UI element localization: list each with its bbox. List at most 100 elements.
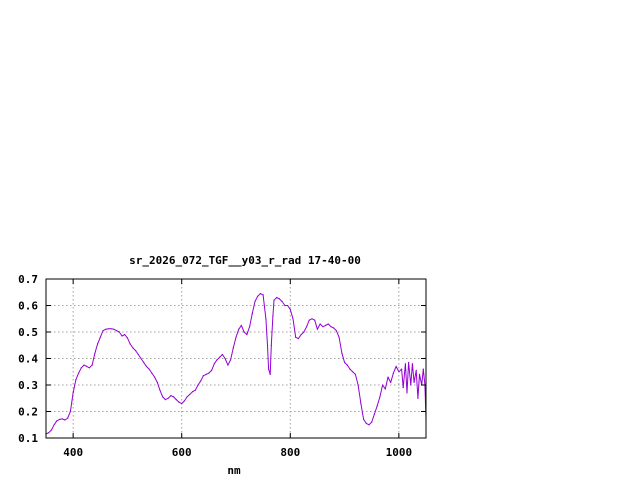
data-point bbox=[401, 368, 403, 370]
y-tick-labels: 0.1 0.2 0.3 0.4 0.5 0.6 0.7 bbox=[18, 273, 38, 445]
data-point bbox=[140, 357, 142, 360]
data-point bbox=[262, 294, 264, 296]
data-point bbox=[118, 331, 120, 333]
data-point bbox=[227, 364, 229, 366]
data-point bbox=[192, 391, 194, 393]
data-point bbox=[116, 330, 118, 332]
data-point bbox=[413, 381, 415, 383]
data-point bbox=[352, 371, 354, 373]
data-point bbox=[221, 353, 223, 356]
data-point bbox=[325, 324, 327, 326]
data-point bbox=[48, 432, 50, 434]
data-point bbox=[78, 372, 80, 374]
data-point bbox=[303, 331, 305, 333]
data-point bbox=[75, 379, 77, 381]
data-point bbox=[406, 392, 408, 394]
data-point bbox=[265, 318, 267, 320]
data-point bbox=[167, 397, 169, 399]
data-point bbox=[219, 356, 221, 358]
data-point bbox=[132, 347, 134, 349]
data-point bbox=[137, 353, 139, 356]
data-point bbox=[213, 363, 215, 365]
data-point bbox=[368, 424, 370, 426]
data-point bbox=[224, 357, 226, 360]
data-point bbox=[316, 328, 318, 330]
data-point bbox=[91, 364, 93, 366]
data-point bbox=[107, 328, 109, 330]
x-axis-label: nm bbox=[227, 464, 241, 477]
data-point bbox=[284, 304, 286, 307]
data-point bbox=[164, 399, 166, 401]
data-point bbox=[86, 365, 88, 367]
data-point bbox=[287, 304, 289, 307]
data-point bbox=[232, 347, 234, 349]
x-tick-label: 1000 bbox=[386, 446, 413, 459]
data-point bbox=[189, 393, 191, 395]
data-point bbox=[162, 396, 164, 398]
data-point bbox=[410, 384, 412, 386]
data-point bbox=[56, 420, 58, 422]
data-point bbox=[105, 328, 107, 330]
data-point bbox=[404, 363, 406, 365]
data-point bbox=[384, 388, 386, 390]
y-tick-label: 0.5 bbox=[18, 326, 38, 339]
data-point bbox=[186, 396, 188, 398]
y-tick-label: 0.2 bbox=[18, 406, 38, 419]
data-point bbox=[295, 336, 297, 338]
data-point bbox=[72, 392, 74, 394]
data-point bbox=[59, 418, 61, 420]
y-tick-label: 0.7 bbox=[18, 273, 38, 286]
data-point bbox=[97, 343, 99, 345]
data-point bbox=[314, 319, 316, 321]
tick-marks bbox=[46, 278, 426, 439]
data-point bbox=[53, 424, 55, 426]
data-point bbox=[200, 380, 202, 382]
data-point bbox=[143, 361, 145, 364]
data-point bbox=[335, 330, 337, 332]
data-point bbox=[357, 384, 359, 386]
data-point bbox=[344, 361, 346, 364]
data-point bbox=[415, 369, 417, 371]
data-point bbox=[249, 326, 251, 328]
y-tick-label: 0.4 bbox=[18, 353, 38, 366]
data-point bbox=[83, 364, 85, 366]
data-point bbox=[292, 318, 294, 320]
data-point bbox=[341, 352, 343, 354]
x-tick-label: 400 bbox=[63, 446, 83, 459]
spectrum-line bbox=[45, 293, 427, 435]
data-point bbox=[69, 410, 71, 413]
data-point bbox=[126, 337, 128, 339]
data-point bbox=[216, 359, 218, 361]
data-point bbox=[148, 368, 150, 370]
data-point bbox=[266, 344, 269, 346]
data-point bbox=[395, 365, 397, 367]
data-point bbox=[156, 381, 158, 383]
data-point bbox=[251, 312, 253, 314]
data-point bbox=[208, 372, 210, 374]
data-point bbox=[354, 373, 356, 375]
y-tick-label: 0.6 bbox=[18, 300, 38, 313]
data-point bbox=[194, 389, 196, 391]
data-point bbox=[360, 403, 362, 405]
data-point bbox=[382, 384, 384, 386]
data-point bbox=[363, 418, 365, 420]
data-point bbox=[159, 389, 161, 391]
data-point bbox=[94, 352, 96, 354]
x-tick-label: 600 bbox=[172, 446, 192, 459]
data-point bbox=[202, 375, 204, 377]
data-point bbox=[281, 300, 283, 303]
data-point bbox=[181, 403, 183, 405]
data-point bbox=[178, 401, 180, 403]
data-point bbox=[113, 328, 115, 330]
data-point bbox=[319, 323, 321, 325]
data-point bbox=[64, 419, 66, 421]
data-point bbox=[273, 299, 275, 301]
data-point bbox=[346, 364, 348, 366]
data-point bbox=[308, 319, 310, 321]
data-point bbox=[333, 327, 335, 329]
data-point bbox=[398, 371, 400, 373]
data-point bbox=[175, 399, 177, 401]
data-point bbox=[289, 308, 291, 311]
data-point bbox=[300, 334, 302, 336]
